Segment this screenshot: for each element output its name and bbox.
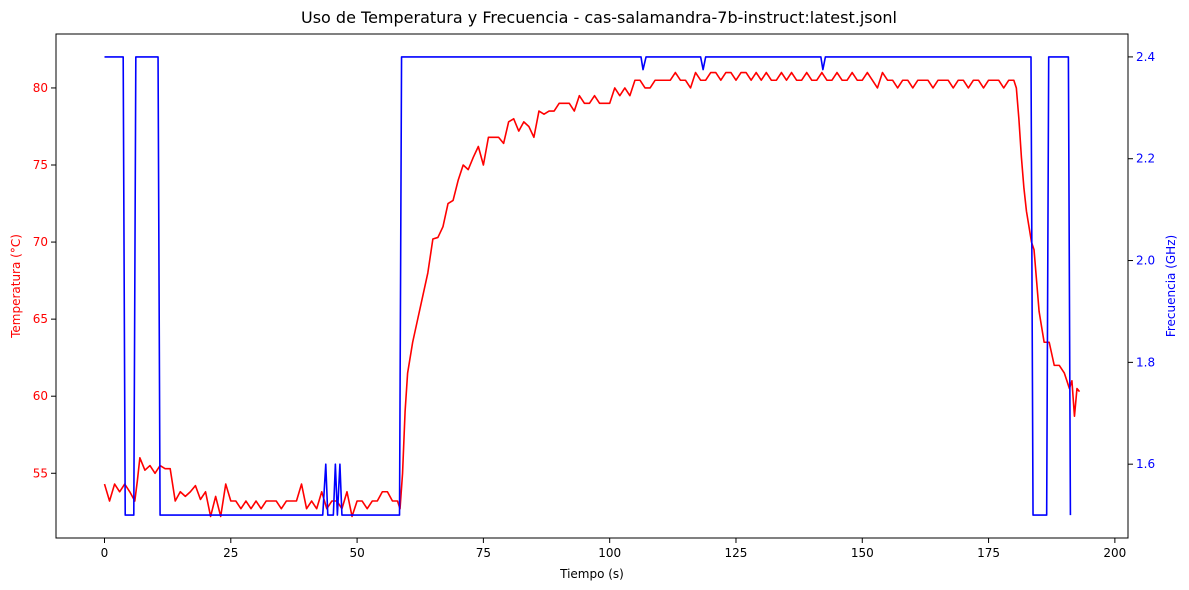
y-left-tick-label: 65: [33, 312, 48, 326]
x-tick-label: 75: [476, 546, 491, 560]
y-left-tick-label: 55: [33, 466, 48, 480]
y-left-tick-label: 60: [33, 389, 48, 403]
x-tick-label: 175: [977, 546, 1000, 560]
y-right-tick-label: 2.4: [1136, 50, 1155, 64]
y-right-tick-label: 1.6: [1136, 457, 1155, 471]
x-axis: 0 25 50 75 100 125 150 175 200: [101, 538, 1126, 560]
frequency-series-line: [104, 56, 1072, 516]
y-right-tick-label: 2.2: [1136, 152, 1155, 166]
series-layer: [103, 56, 1081, 518]
y-right-tick-label: 1.8: [1136, 355, 1155, 369]
y-right-axis-label: Frecuencia (GHz): [1164, 235, 1178, 337]
x-tick-label: 50: [349, 546, 364, 560]
y-left-tick-label: 75: [33, 158, 48, 172]
y-right-tick-label: 2.0: [1136, 254, 1155, 268]
temperature-series-line: [103, 71, 1081, 518]
x-axis-label: Tiempo (s): [559, 567, 624, 581]
plot-frame: [55, 33, 1129, 539]
y-left-axis: 55 60 65 70 75 80: [33, 81, 56, 480]
x-tick-label: 200: [1103, 546, 1126, 560]
y-right-axis: 1.6 1.8 2.0 2.2 2.4: [1128, 50, 1155, 471]
y-left-tick-label: 70: [33, 235, 48, 249]
y-left-axis-label: Temperatura (°C): [9, 234, 23, 339]
y-left-tick-label: 80: [33, 81, 48, 95]
x-tick-label: 25: [223, 546, 238, 560]
x-tick-label: 100: [598, 546, 621, 560]
x-tick-label: 0: [101, 546, 109, 560]
x-tick-label: 150: [851, 546, 874, 560]
chart-title: Uso de Temperatura y Frecuencia - cas-sa…: [301, 8, 897, 27]
x-tick-label: 125: [725, 546, 748, 560]
